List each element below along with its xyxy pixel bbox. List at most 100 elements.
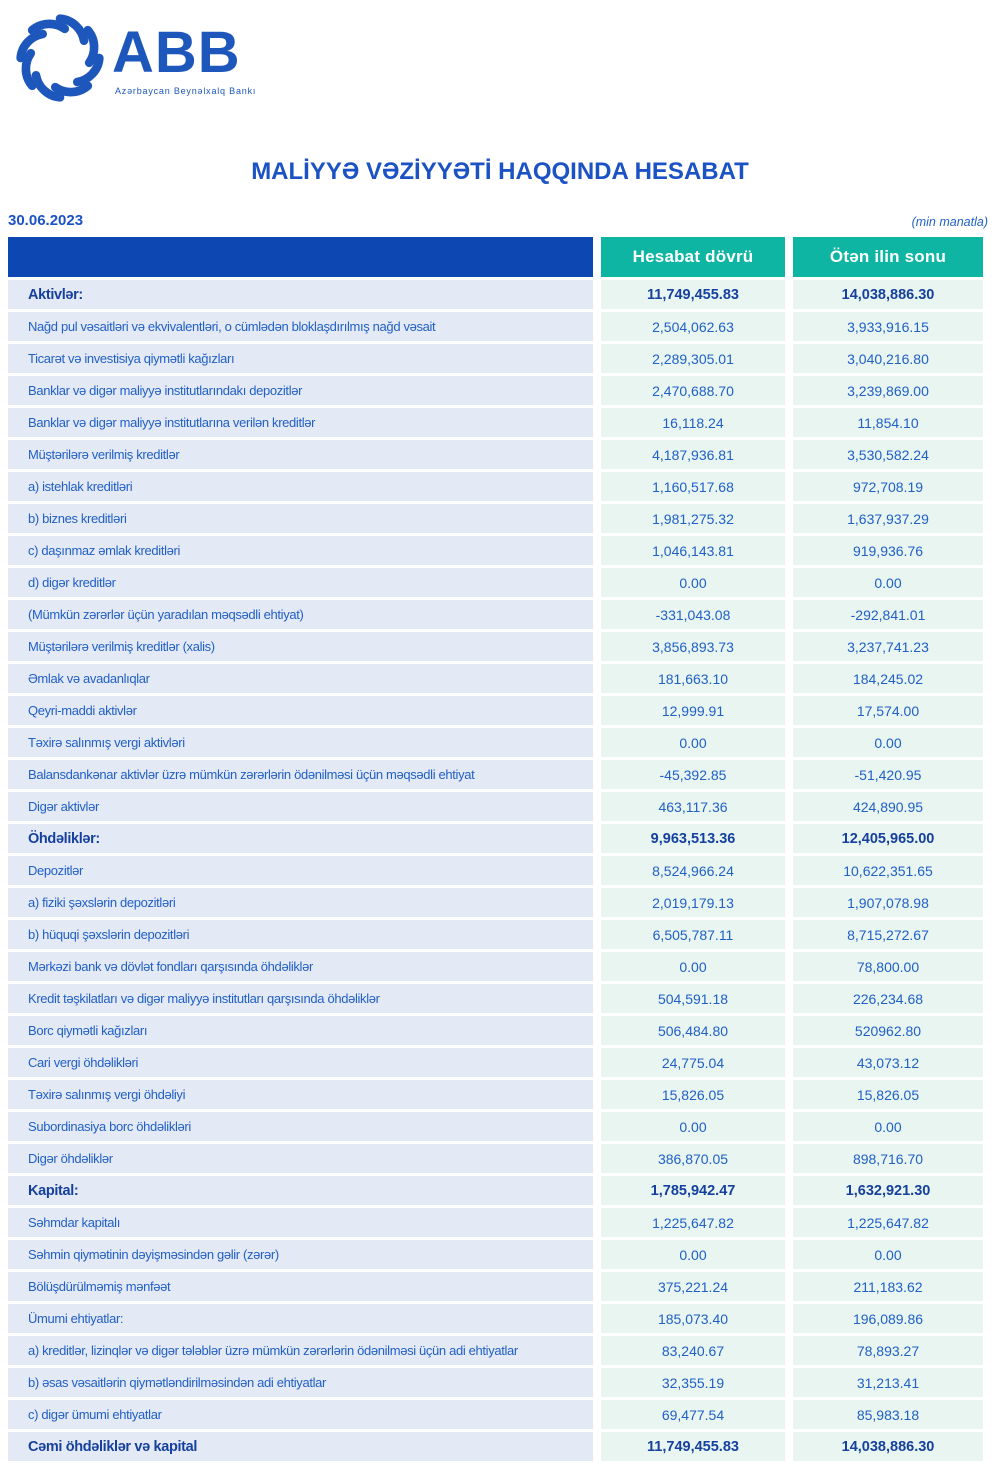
row-value-current: 0.00 [601,1240,785,1269]
table-row: Subordinasiya borc öhdəlikləri 0.00 0.00 [8,1112,988,1141]
row-label: Aktivlər: [8,280,593,309]
table-row: Cəmi öhdəliklər və kapital 11,749,455.83… [8,1432,988,1461]
table-row: b) hüquqi şəxslərin depozitləri 6,505,78… [8,920,988,949]
table-row: Aktivlər: 11,749,455.83 14,038,886.30 [8,280,988,309]
table-row: Ümumi ehtiyatlar: 185,073.40 196,089.86 [8,1304,988,1333]
table-row: Balansdankənar aktivlər üzrə mümkün zərə… [8,760,988,789]
row-value-current: 8,524,966.24 [601,856,785,885]
row-value-previous: -51,420.95 [793,760,983,789]
row-value-current: 0.00 [601,952,785,981]
row-value-current: 24,775.04 [601,1048,785,1077]
row-value-previous: 972,708.19 [793,472,983,501]
row-value-previous: 184,245.02 [793,664,983,693]
row-value-current: 11,749,455.83 [601,1432,785,1461]
table-row: Səhmdar kapitalı 1,225,647.82 1,225,647.… [8,1208,988,1237]
row-label: Səhmdar kapitalı [8,1208,593,1237]
row-value-current: 83,240.67 [601,1336,785,1365]
logo-tagline: Azərbaycan Beynəlxalq Bankı [115,86,257,96]
row-label: b) biznes kreditləri [8,504,593,533]
row-value-current: 12,999.91 [601,696,785,725]
row-label: Öhdəliklər: [8,824,593,853]
row-value-current: 1,046,143.81 [601,536,785,565]
row-label: Qeyri-maddi aktivlər [8,696,593,725]
row-value-current: 375,221.24 [601,1272,785,1301]
table-row: b) əsas vəsaitlərin qiymətləndirilməsind… [8,1368,988,1397]
row-value-previous: 14,038,886.30 [793,1432,983,1461]
row-value-current: 69,477.54 [601,1400,785,1429]
row-value-previous: -292,841.01 [793,600,983,629]
row-value-previous: 78,893.27 [793,1336,983,1365]
row-label: Banklar və digər maliyyə institutlarına … [8,408,593,437]
row-value-current: 185,073.40 [601,1304,785,1333]
row-label: Mərkəzi bank və dövlət fondları qarşısın… [8,952,593,981]
row-value-previous: 226,234.68 [793,984,983,1013]
row-value-current: 2,504,062.63 [601,312,785,341]
table-row: (Mümkün zərərlər üçün yaradılan məqsədli… [8,600,988,629]
table-row: Depozitlər 8,524,966.24 10,622,351.65 [8,856,988,885]
row-value-previous: 0.00 [793,568,983,597]
row-label: b) hüquqi şəxslərin depozitləri [8,920,593,949]
row-value-current: 181,663.10 [601,664,785,693]
row-value-previous: 196,089.86 [793,1304,983,1333]
row-value-current: 3,856,893.73 [601,632,785,661]
header-empty-cell [8,237,593,277]
table-row: c) daşınmaz əmlak kreditləri 1,046,143.8… [8,536,988,565]
financial-table: Hesabat dövrü Ötən ilin sonu Aktivlər: 1… [8,237,988,1461]
row-value-previous: 0.00 [793,728,983,757]
table-row: Təxirə salınmış vergi öhdəliyi 15,826.05… [8,1080,988,1109]
row-value-previous: 43,073.12 [793,1048,983,1077]
row-label: c) digər ümumi ehtiyatlar [8,1400,593,1429]
row-label: d) digər kreditlər [8,568,593,597]
row-value-current: 0.00 [601,1112,785,1141]
row-value-previous: 0.00 [793,1112,983,1141]
row-value-current: 2,019,179.13 [601,888,785,917]
row-value-current: 1,160,517.68 [601,472,785,501]
row-value-previous: 1,637,937.29 [793,504,983,533]
row-label: Digər öhdəliklər [8,1144,593,1173]
row-value-current: -331,043.08 [601,600,785,629]
row-value-previous: 8,715,272.67 [793,920,983,949]
row-label: b) əsas vəsaitlərin qiymətləndirilməsind… [8,1368,593,1397]
row-value-previous: 520962.80 [793,1016,983,1045]
table-row: Digər aktivlər 463,117.36 424,890.95 [8,792,988,821]
row-label: Kredit təşkilatları və digər maliyyə ins… [8,984,593,1013]
row-value-current: 15,826.05 [601,1080,785,1109]
table-row: a) kreditlər, lizinqlər və digər tələblə… [8,1336,988,1365]
table-row: c) digər ümumi ehtiyatlar 69,477.54 85,9… [8,1400,988,1429]
row-label: Cəmi öhdəliklər və kapital [8,1432,593,1461]
page-title: MALİYYƏ VƏZİYYƏTİ HAQQINDA HESABAT [251,158,749,185]
row-label: Təxirə salınmış vergi aktivləri [8,728,593,757]
row-value-previous: 15,826.05 [793,1080,983,1109]
row-label: a) kreditlər, lizinqlər və digər tələblə… [8,1336,593,1365]
table-row: Müştərilərə verilmiş kreditlər 4,187,936… [8,440,988,469]
table-row: Kredit təşkilatları və digər maliyyə ins… [8,984,988,1013]
table-row: Borc qiymətli kağızları 506,484.80 52096… [8,1016,988,1045]
row-value-previous: 3,237,741.23 [793,632,983,661]
table-row: Banklar və digər maliyyə institutlarında… [8,376,988,405]
row-label: c) daşınmaz əmlak kreditləri [8,536,593,565]
row-value-previous: 3,530,582.24 [793,440,983,469]
table-row: a) istehlak kreditləri 1,160,517.68 972,… [8,472,988,501]
row-label: Banklar və digər maliyyə institutlarında… [8,376,593,405]
row-label: (Mümkün zərərlər üçün yaradılan məqsədli… [8,600,593,629]
row-value-current: 0.00 [601,728,785,757]
row-value-previous: 78,800.00 [793,952,983,981]
table-row: Ticarət və investisiya qiymətli kağızlar… [8,344,988,373]
table-row: Mərkəzi bank və dövlət fondları qarşısın… [8,952,988,981]
row-value-previous: 898,716.70 [793,1144,983,1173]
row-value-current: 16,118.24 [601,408,785,437]
row-value-current: 9,963,513.36 [601,824,785,853]
table-row: Cari vergi öhdəlikləri 24,775.04 43,073.… [8,1048,988,1077]
row-label: Nağd pul vəsaitləri və ekvivalentləri, o… [8,312,593,341]
row-value-current: 1,225,647.82 [601,1208,785,1237]
column-header-previous-year-end: Ötən ilin sonu [793,237,983,277]
row-label: a) fiziki şəxslərin depozitləri [8,888,593,917]
row-value-previous: 12,405,965.00 [793,824,983,853]
row-label: Ticarət və investisiya qiymətli kağızlar… [8,344,593,373]
unit-note: (min manatla) [911,215,988,229]
row-value-current: 6,505,787.11 [601,920,785,949]
logo-brand-text: ABB [112,20,241,85]
table-row: Qeyri-maddi aktivlər 12,999.91 17,574.00 [8,696,988,725]
row-label: Müştərilərə verilmiş kreditlər [8,440,593,469]
